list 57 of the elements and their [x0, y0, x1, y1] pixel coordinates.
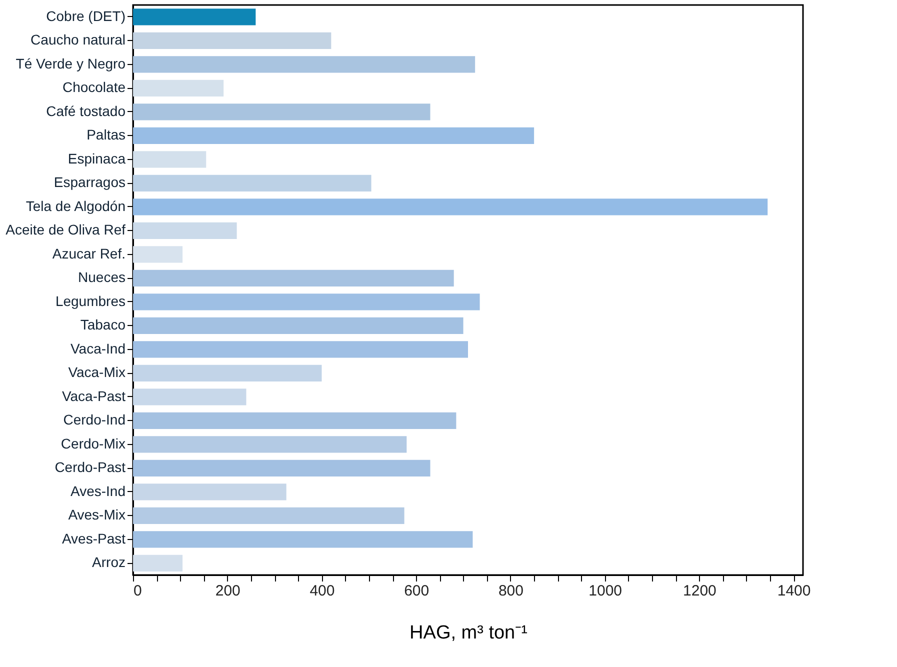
bar	[133, 317, 464, 334]
y-tick-label: Cerdo-Mix	[60, 435, 126, 452]
y-tick-label: Espinaca	[68, 150, 126, 166]
bar	[133, 80, 224, 96]
bar	[133, 554, 183, 572]
y-tick-label: Paltas	[86, 126, 126, 143]
y-tick-label: Arroz	[92, 554, 126, 570]
y-tick-label: Vaca-Ind	[70, 340, 126, 356]
y-tick-label: Té Verde y Negro	[16, 55, 126, 72]
bar	[133, 412, 456, 429]
y-tick-label: Vaca-Past	[62, 388, 126, 404]
y-tick-label: Aves-Mix	[68, 506, 126, 523]
bar	[133, 222, 237, 239]
x-tick-label: 800	[498, 582, 524, 600]
y-tick-label: Aceite de Oliva Ref	[6, 222, 126, 238]
y-tick-label: Café tostado	[46, 102, 126, 119]
y-tick-label: Tabaco	[80, 316, 126, 333]
y-tick-label: Esparragos	[54, 174, 126, 190]
y-tick-label: Chocolate	[62, 79, 126, 96]
bar	[133, 56, 476, 73]
bar	[133, 270, 454, 286]
x-tick-label: 1200	[683, 582, 716, 600]
bar	[133, 198, 768, 216]
bar	[133, 341, 468, 358]
x-tick-label: 600	[404, 582, 430, 600]
y-tick-label: Azucar Ref.	[52, 245, 126, 262]
x-tick-label: 1000	[588, 582, 622, 600]
bar	[133, 294, 480, 310]
x-tick-label: 0	[134, 582, 142, 600]
x-tick-label: 400	[310, 582, 335, 600]
y-tick-label: Caucho natural	[30, 32, 126, 48]
x-axis-title: HAG, m³ ton⁻¹	[410, 622, 528, 644]
y-tick-label: Cobre (DET)	[46, 8, 126, 24]
bar	[133, 127, 534, 144]
bar	[133, 388, 246, 406]
y-tick-label: Aves-Ind	[70, 482, 126, 499]
bar	[133, 460, 430, 476]
y-tick-label: Cerdo-Past	[54, 459, 126, 476]
bar	[133, 507, 404, 524]
x-tick-label: 200	[215, 582, 240, 600]
bar	[133, 151, 206, 168]
y-tick-label: Tela de Algodón	[26, 198, 126, 214]
bar	[133, 32, 332, 49]
bar	[133, 104, 430, 120]
y-tick-label: Nueces	[78, 269, 126, 286]
y-tick-label: Legumbres	[55, 292, 126, 309]
bar	[133, 246, 183, 263]
bar	[133, 364, 322, 382]
y-tick-label: Cerdo-Ind	[63, 412, 126, 428]
y-tick-label: Vaca-Mix	[68, 364, 126, 380]
bar	[133, 8, 256, 26]
y-tick-label: Aves-Past	[62, 530, 126, 546]
bar	[133, 436, 407, 453]
bar	[133, 174, 372, 192]
bar	[133, 531, 473, 548]
bar	[133, 484, 286, 500]
x-tick-label: 1400	[777, 582, 811, 600]
